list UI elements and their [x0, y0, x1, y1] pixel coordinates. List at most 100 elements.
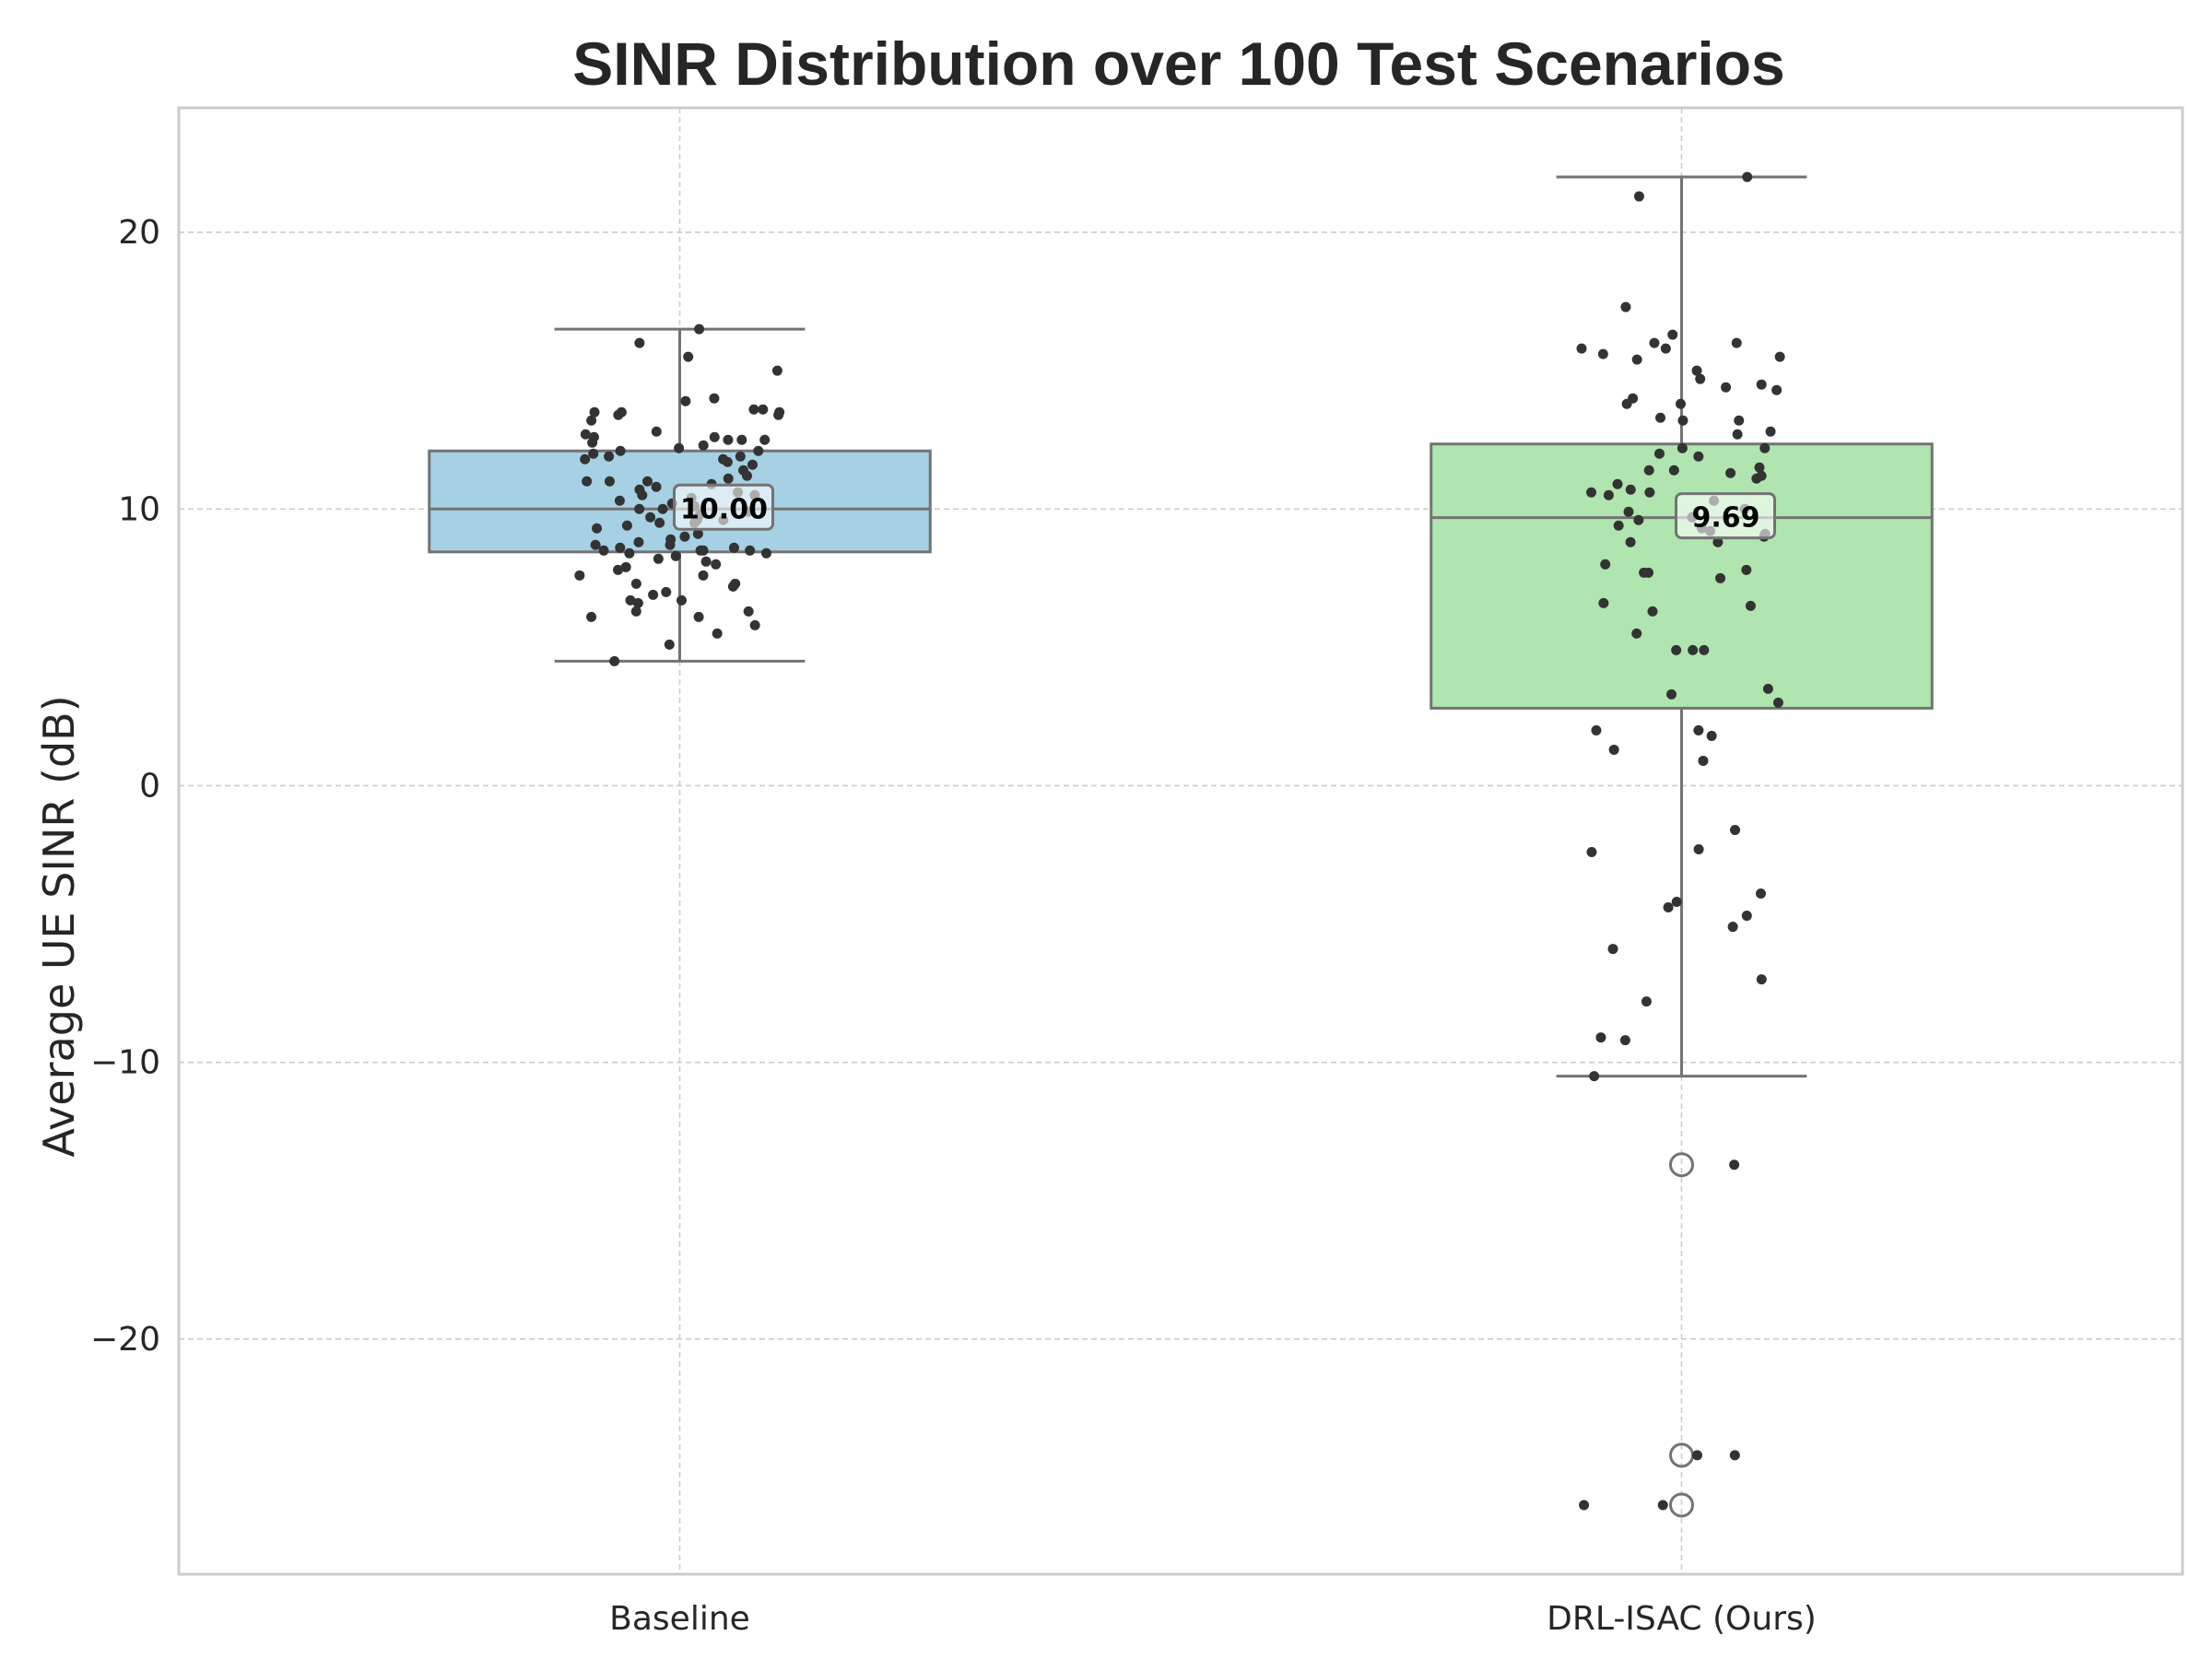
data-point	[694, 324, 705, 335]
data-point	[743, 606, 754, 617]
data-point	[1663, 902, 1674, 913]
data-point	[1759, 442, 1771, 453]
data-point	[651, 481, 662, 492]
data-point	[1741, 564, 1752, 575]
data-point	[735, 451, 746, 462]
y-tick-label: −20	[90, 1321, 160, 1359]
data-point	[1693, 844, 1704, 855]
data-point	[1653, 448, 1665, 459]
data-point	[1695, 373, 1706, 384]
data-point	[587, 437, 598, 448]
data-point	[1644, 487, 1655, 498]
data-point	[615, 542, 626, 553]
outlier-marker	[1669, 1492, 1694, 1518]
y-tick-label: 0	[139, 767, 160, 805]
data-point	[773, 409, 784, 420]
data-point	[1600, 559, 1611, 570]
data-point	[642, 476, 653, 487]
data-point	[1603, 489, 1614, 500]
data-point	[580, 429, 591, 440]
data-point	[1756, 379, 1767, 390]
plot-area-frame	[177, 106, 2184, 1576]
data-point	[1598, 597, 1609, 608]
data-point	[1725, 467, 1736, 478]
data-point	[634, 503, 645, 514]
data-point	[630, 578, 641, 589]
data-point	[574, 570, 585, 581]
data-point	[1621, 398, 1632, 409]
data-point	[1712, 536, 1724, 547]
data-point	[679, 531, 690, 542]
data-point	[1706, 730, 1717, 741]
data-point	[1677, 442, 1688, 453]
data-point	[1608, 744, 1619, 755]
data-point	[637, 489, 648, 500]
data-point	[1623, 506, 1634, 517]
data-point	[1671, 644, 1682, 655]
x-tick-label: DRL-ISAC (Ours)	[1547, 1600, 1817, 1638]
data-point	[613, 409, 624, 420]
data-point	[1613, 520, 1624, 531]
data-point	[771, 365, 782, 376]
data-point	[1633, 191, 1644, 202]
data-point	[1676, 398, 1687, 409]
data-point	[700, 556, 712, 567]
data-point	[1668, 465, 1679, 476]
data-point	[1715, 572, 1726, 583]
data-point	[598, 545, 609, 556]
data-point	[1660, 343, 1671, 354]
data-point	[625, 594, 636, 606]
data-point	[749, 619, 760, 630]
outlier-marker	[1669, 1152, 1694, 1178]
data-point	[653, 553, 664, 564]
data-point	[613, 564, 624, 575]
data-point	[1631, 628, 1642, 639]
data-point	[1693, 724, 1704, 735]
data-point	[621, 520, 632, 531]
data-point	[614, 495, 625, 506]
data-point	[1586, 847, 1597, 858]
data-point	[634, 337, 645, 348]
data-point	[692, 528, 703, 539]
data-point	[1698, 755, 1709, 766]
data-point	[1730, 824, 1741, 835]
data-point	[760, 547, 771, 559]
data-point	[677, 594, 688, 606]
data-point	[657, 503, 668, 514]
data-point	[592, 523, 603, 534]
data-point	[1631, 354, 1642, 365]
strip-points	[574, 171, 1785, 1511]
data-point	[1589, 1071, 1600, 1082]
data-point	[1655, 412, 1666, 423]
data-point	[722, 456, 733, 467]
data-point	[748, 404, 759, 415]
data-point	[1756, 974, 1767, 985]
data-point	[753, 445, 764, 456]
data-point	[624, 547, 635, 559]
data-point	[758, 404, 769, 415]
data-point	[1677, 415, 1688, 426]
data-point	[1612, 478, 1623, 489]
data-point	[1755, 888, 1766, 900]
data-point	[615, 445, 626, 456]
data-point	[1741, 911, 1752, 922]
median-value-label: 10.00	[680, 493, 768, 525]
data-point	[709, 393, 720, 404]
data-point	[661, 586, 672, 597]
data-point	[670, 550, 681, 561]
chart-title: SINR Distribution over 100 Test Scenario…	[572, 29, 1785, 98]
data-point	[1721, 382, 1732, 393]
data-point	[1620, 301, 1631, 312]
median-label-box	[1675, 492, 1776, 540]
data-point	[604, 476, 615, 487]
y-tick-label: −10	[90, 1044, 160, 1082]
data-point	[742, 470, 753, 481]
data-point	[1692, 1450, 1703, 1461]
data-point	[1625, 484, 1636, 495]
data-point	[589, 406, 600, 418]
data-point	[759, 434, 771, 445]
data-point	[674, 442, 685, 453]
data-point	[727, 581, 738, 592]
data-point	[1762, 683, 1773, 694]
data-point	[1731, 337, 1742, 348]
